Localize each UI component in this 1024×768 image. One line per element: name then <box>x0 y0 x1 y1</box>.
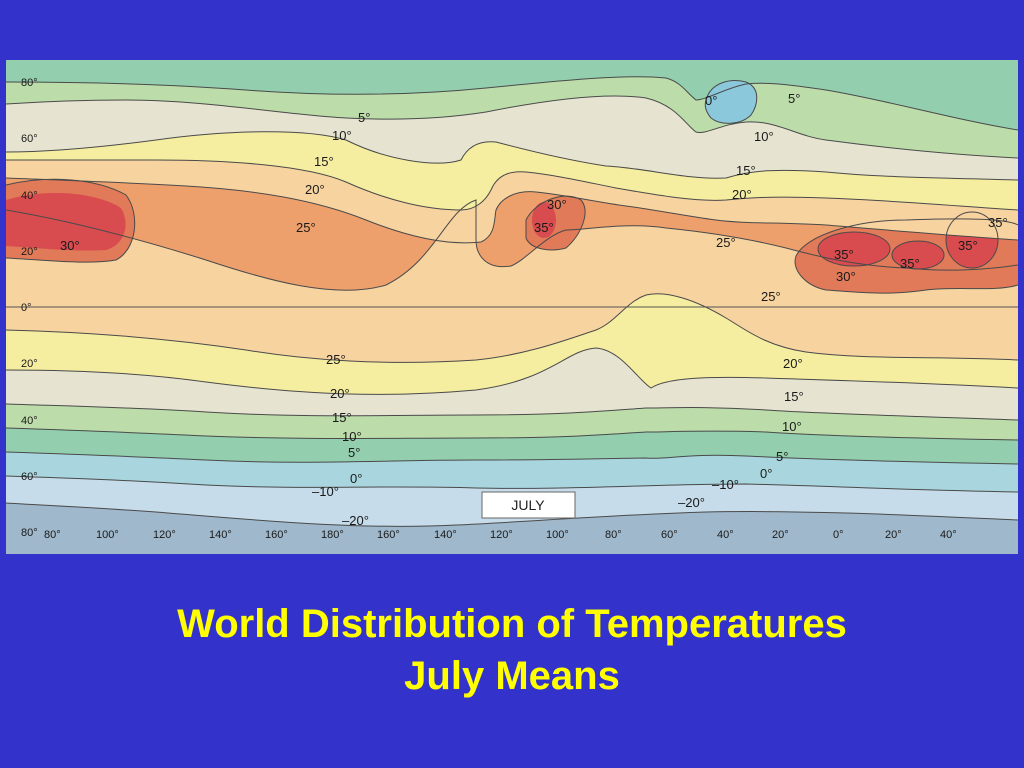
lat-label-80n: 80° <box>21 77 38 89</box>
lon-label: 0° <box>833 529 844 541</box>
lon-label: 100° <box>546 529 569 541</box>
isotherm-label: 5° <box>358 110 370 125</box>
isotherm-label: 35° <box>988 215 1008 230</box>
isotherm-label: 5° <box>776 449 788 464</box>
lon-label: 140° <box>434 529 457 541</box>
isotherm-label: 0° <box>760 466 772 481</box>
title-line-2: July Means <box>404 654 620 698</box>
slide-title: World Distribution of Temperatures July … <box>0 598 1024 702</box>
lon-label: 20° <box>772 529 789 541</box>
isotherm-label: 10° <box>342 429 362 444</box>
isotherm-label: 35° <box>534 220 554 235</box>
isotherm-label: –20° <box>678 495 705 510</box>
isotherm-label: 20° <box>783 356 803 371</box>
isotherm-label: 25° <box>296 220 316 235</box>
isotherm-label: 35° <box>834 247 854 262</box>
isotherm-label: 30° <box>836 269 856 284</box>
lon-label: 120° <box>490 529 513 541</box>
isotherm-label: 25° <box>761 289 781 304</box>
lon-label: 120° <box>153 529 176 541</box>
lon-label: 160° <box>377 529 400 541</box>
lon-label: 160° <box>265 529 288 541</box>
lat-label-40n: 40° <box>21 190 38 202</box>
lon-label: 40° <box>717 529 734 541</box>
lon-label: 40° <box>940 529 957 541</box>
title-line-1: World Distribution of Temperatures <box>177 602 847 646</box>
zone-0-to-5-north <box>6 60 1018 130</box>
isotherm-label: 10° <box>782 419 802 434</box>
isotherm-lines <box>6 76 1018 527</box>
lon-label: 80° <box>605 529 622 541</box>
lat-label-60s: 60° <box>21 471 38 483</box>
zone-above-35-a <box>818 232 890 266</box>
month-label: JULY <box>511 497 545 513</box>
isotherm-label: 20° <box>305 182 325 197</box>
isotherm-label: 30° <box>60 238 80 253</box>
isotherm-label: 15° <box>332 410 352 425</box>
zone-above-35-americas <box>532 202 556 238</box>
isotherm-label: 35° <box>958 238 978 253</box>
temperature-map: 80° 60° 40° 20° 0° 20° 40° 60° 80° 80° 1… <box>6 60 1018 554</box>
lat-label-0: 0° <box>21 302 32 314</box>
isotherm-label: 15° <box>314 154 334 169</box>
isotherm-label: 0° <box>705 93 717 108</box>
isotherm-label: 15° <box>784 389 804 404</box>
isotherm-label: 10° <box>754 129 774 144</box>
isotherm-label: –10° <box>312 484 339 499</box>
isotherm-label: 30° <box>547 197 567 212</box>
zone-above-35-b <box>892 241 944 269</box>
isotherm-label: 25° <box>716 235 736 250</box>
zone-20-to-25-north <box>6 160 1018 243</box>
zone-15-to-20-north <box>6 131 1018 210</box>
isotherm-label: 5° <box>348 445 360 460</box>
isotherm-label: 20° <box>732 187 752 202</box>
lat-label-20n: 20° <box>21 246 38 258</box>
isotherm-label: 10° <box>332 128 352 143</box>
isotherm-label: 0° <box>350 471 362 486</box>
latitude-axis: 80° 60° 40° 20° 0° 20° 40° 60° 80° <box>21 77 38 539</box>
lat-label-60n: 60° <box>21 133 38 145</box>
lon-label: 60° <box>661 529 678 541</box>
lat-label-40s: 40° <box>21 415 38 427</box>
isotherm-label: –10° <box>712 477 739 492</box>
isotherm-labels: 5° 10° 15° 20° 25° 30° 25° 20° 15° 10° 5… <box>60 91 1008 528</box>
lon-label: 80° <box>44 529 61 541</box>
lat-label-80s: 80° <box>21 527 38 539</box>
month-label-box: JULY <box>481 491 576 519</box>
isotherm-label: 20° <box>330 386 350 401</box>
isotherm-label: 15° <box>736 163 756 178</box>
longitude-axis: 80° 100° 120° 140° 160° 180° 160° 140° 1… <box>44 529 957 541</box>
lon-label: 20° <box>885 529 902 541</box>
greenland-ice-zone <box>705 80 757 124</box>
lon-label: 100° <box>96 529 119 541</box>
isotherm-label: 35° <box>900 256 920 271</box>
isotherm-label: 5° <box>788 91 800 106</box>
lat-label-20s: 20° <box>21 358 38 370</box>
lon-label: 140° <box>209 529 232 541</box>
isotherm-label: 25° <box>326 352 346 367</box>
isotherm-map-svg: 80° 60° 40° 20° 0° 20° 40° 60° 80° 80° 1… <box>6 60 1018 554</box>
lon-label: 180° <box>321 529 344 541</box>
isotherm-label: –20° <box>342 513 369 528</box>
